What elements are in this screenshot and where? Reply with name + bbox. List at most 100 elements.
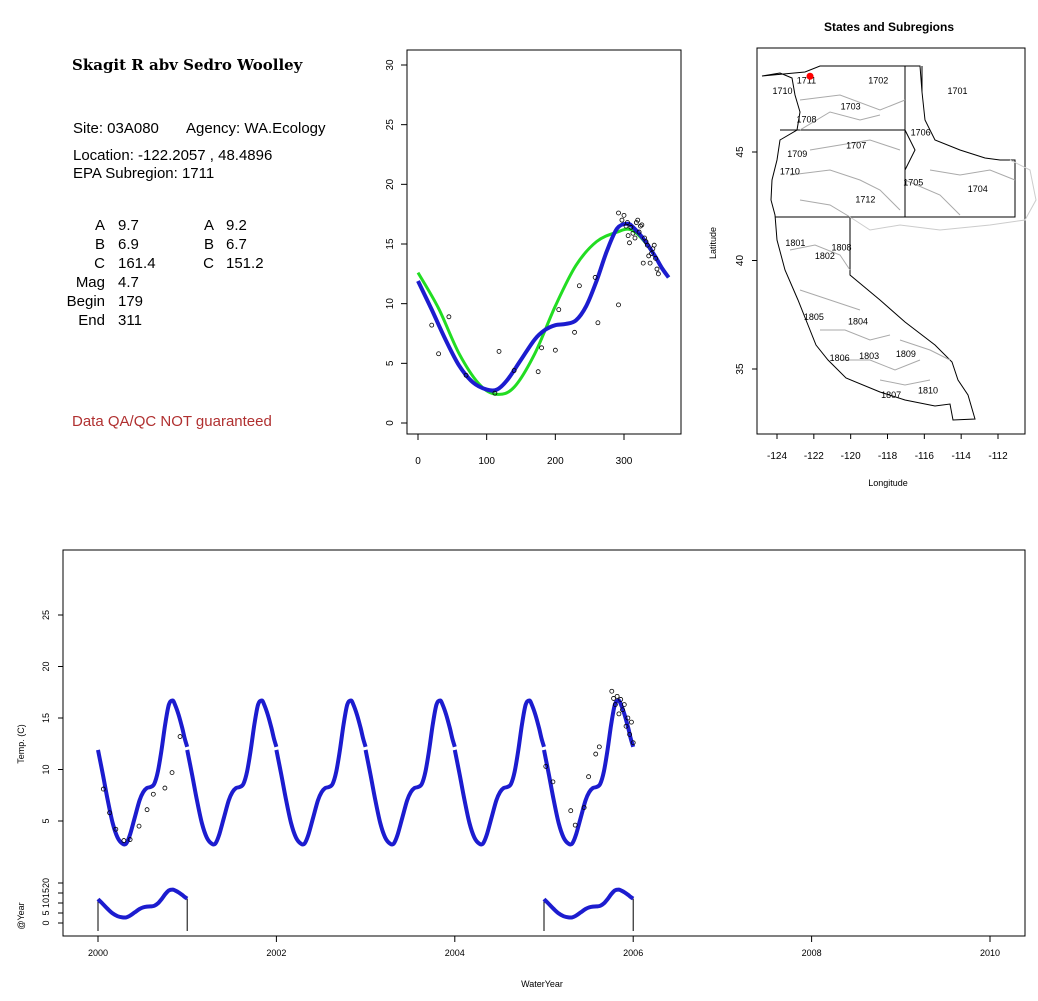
observation-point [150,791,156,797]
param-label: B [94,236,105,253]
observation-point [611,696,616,701]
epa-subregion: EPA Subregion: 1711 [73,165,215,182]
subregion-label: 1710 [773,86,793,96]
year-y-tick-label: 15 [41,888,51,898]
param-value: 9.7 [118,217,139,234]
param-value: 151.2 [226,255,264,272]
data-point [535,369,541,375]
green-fit-line [416,227,670,396]
param-value: 6.7 [226,236,247,253]
observation-point [629,719,634,725]
map-x-tick-label: -116 [915,451,935,462]
data-point [649,251,654,256]
param-label: C [94,255,105,272]
year-y-axis-label: @Year [16,902,26,929]
observation-point [144,807,150,813]
model-curve [452,698,546,847]
data-point [429,322,435,328]
data-point [511,368,517,373]
year-y-tick-label: 5 [41,910,51,915]
param-label: Mag [75,274,105,291]
data-point [621,212,627,218]
param-label: C [203,255,214,272]
timeseries-plot-frame [62,549,1026,937]
subregion-label: 1712 [855,195,875,205]
y-tick-label: 10 [385,298,396,310]
subregion-label: 1710 [780,167,800,177]
annual-mini-curve [96,887,189,920]
map-x-tick-label: -118 [878,451,898,462]
x-tick-label: 200 [547,456,564,467]
map-frame [756,47,1026,435]
model-curve [542,698,636,847]
model-curve [185,698,279,847]
param-label: Begin [66,293,105,310]
observation-point [107,810,112,816]
year-y-tick-label: 20 [41,878,51,888]
observation-point [614,693,620,699]
param-value: 4.7 [118,274,139,291]
map-x-tick-label: -112 [988,451,1008,462]
annual-plot-frame [406,49,682,435]
subregion-label: 1804 [848,316,868,326]
map-x-axis-label: Longitude [868,478,908,488]
data-point [627,240,632,246]
param-value: 9.2 [226,217,247,234]
observation-point [550,779,556,785]
data-point [492,390,498,396]
data-point [572,329,577,335]
subregion-label: 1805 [804,312,824,322]
data-point [552,347,558,353]
data-point [638,223,643,229]
data-point [635,217,641,223]
map-x-tick-label: -114 [952,451,972,462]
ts-x-tick-label: 2006 [623,948,643,958]
data-point [651,242,657,248]
map-x-tick-label: -124 [767,451,787,462]
subregion-label: 1801 [785,238,805,248]
observation-point [568,808,574,814]
observation-point [627,732,633,737]
data-point [625,220,630,225]
subregion-label: 1706 [911,127,931,137]
map-y-tick-label: 35 [735,363,746,375]
ts-x-tick-label: 2004 [445,948,465,958]
data-point [640,260,646,266]
observation-point [162,785,168,791]
observation-point [586,774,591,780]
data-point [576,283,582,289]
ts-x-axis-label: WaterYear [521,979,563,989]
observation-point [136,823,142,829]
data-point [539,345,544,351]
observation-point [113,826,119,832]
data-point [436,351,442,357]
x-tick-label: 100 [478,456,495,467]
observation-point [612,702,618,708]
site-id: Site: 03A080 [73,120,159,137]
observation-point [620,707,625,713]
ts-x-tick-label: 2010 [980,948,1000,958]
data-point [625,233,631,239]
data-point [496,348,502,354]
observation-point [543,764,549,769]
observation-point [572,822,578,828]
y-tick-label: 25 [385,119,396,131]
model-curve [363,698,457,847]
observation-point [609,688,615,694]
data-point [633,220,639,225]
subregion-label: 1708 [796,114,816,124]
subregion-label: 1704 [968,184,988,194]
data-point [647,260,653,266]
observation-point [616,711,622,717]
data-point [630,230,636,236]
x-tick-label: 300 [616,456,633,467]
observation-point [169,770,175,775]
y-tick-label: 30 [385,59,396,71]
subregion-label: 1803 [859,351,879,361]
map-title: States and Subregions [824,20,954,34]
model-curve [274,698,368,847]
data-point [654,266,660,272]
ts-x-tick-label: 2008 [802,948,822,958]
year-y-tick-label: 0 [41,920,51,925]
